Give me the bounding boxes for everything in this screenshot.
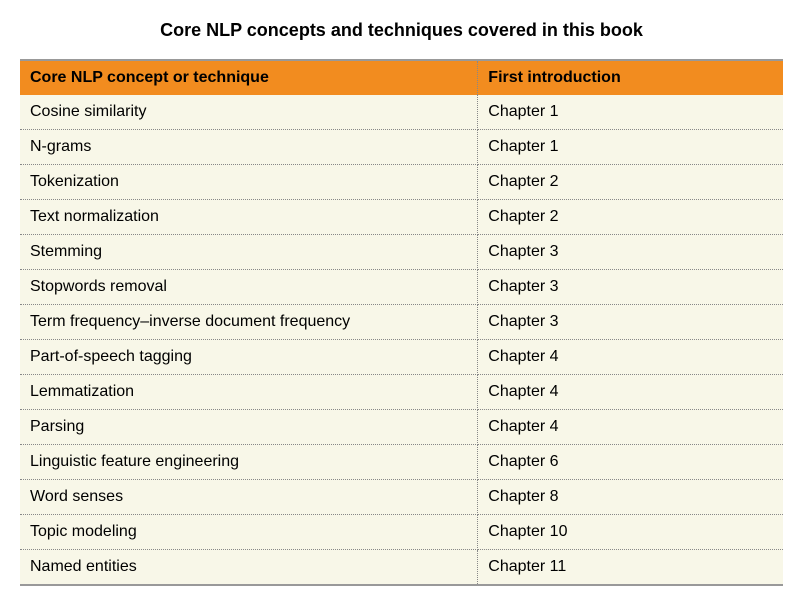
cell-concept: Stemming (20, 235, 478, 270)
table-row: LemmatizationChapter 4 (20, 375, 783, 410)
table-row: Part-of-speech taggingChapter 4 (20, 340, 783, 375)
page-title: Core NLP concepts and techniques covered… (20, 20, 783, 41)
cell-intro: Chapter 2 (478, 200, 783, 235)
column-header-concept: Core NLP concept or technique (20, 60, 478, 95)
cell-concept: Text normalization (20, 200, 478, 235)
cell-intro: Chapter 4 (478, 340, 783, 375)
column-header-intro: First introduction (478, 60, 783, 95)
table-row: Named entitiesChapter 11 (20, 550, 783, 586)
cell-concept: Cosine similarity (20, 95, 478, 130)
table-row: Cosine similarityChapter 1 (20, 95, 783, 130)
cell-intro: Chapter 1 (478, 95, 783, 130)
table-row: Linguistic feature engineeringChapter 6 (20, 445, 783, 480)
cell-concept: Parsing (20, 410, 478, 445)
cell-concept: Term frequency–inverse document frequenc… (20, 305, 478, 340)
cell-intro: Chapter 11 (478, 550, 783, 586)
cell-intro: Chapter 4 (478, 375, 783, 410)
cell-intro: Chapter 3 (478, 270, 783, 305)
table-row: Topic modelingChapter 10 (20, 515, 783, 550)
cell-intro: Chapter 1 (478, 130, 783, 165)
cell-concept: Part-of-speech tagging (20, 340, 478, 375)
cell-intro: Chapter 8 (478, 480, 783, 515)
cell-concept: Topic modeling (20, 515, 478, 550)
cell-concept: Word senses (20, 480, 478, 515)
table-row: Stopwords removalChapter 3 (20, 270, 783, 305)
table-row: StemmingChapter 3 (20, 235, 783, 270)
cell-concept: Stopwords removal (20, 270, 478, 305)
cell-intro: Chapter 4 (478, 410, 783, 445)
table-row: Word sensesChapter 8 (20, 480, 783, 515)
table-row: ParsingChapter 4 (20, 410, 783, 445)
nlp-concepts-table: Core NLP concept or technique First intr… (20, 59, 783, 586)
table-row: Text normalizationChapter 2 (20, 200, 783, 235)
table-row: TokenizationChapter 2 (20, 165, 783, 200)
cell-intro: Chapter 10 (478, 515, 783, 550)
cell-intro: Chapter 6 (478, 445, 783, 480)
cell-intro: Chapter 2 (478, 165, 783, 200)
cell-concept: Tokenization (20, 165, 478, 200)
cell-concept: Lemmatization (20, 375, 478, 410)
cell-concept: Linguistic feature engineering (20, 445, 478, 480)
cell-intro: Chapter 3 (478, 305, 783, 340)
cell-intro: Chapter 3 (478, 235, 783, 270)
table-header-row: Core NLP concept or technique First intr… (20, 60, 783, 95)
cell-concept: Named entities (20, 550, 478, 586)
table-row: N-gramsChapter 1 (20, 130, 783, 165)
table-row: Term frequency–inverse document frequenc… (20, 305, 783, 340)
cell-concept: N-grams (20, 130, 478, 165)
